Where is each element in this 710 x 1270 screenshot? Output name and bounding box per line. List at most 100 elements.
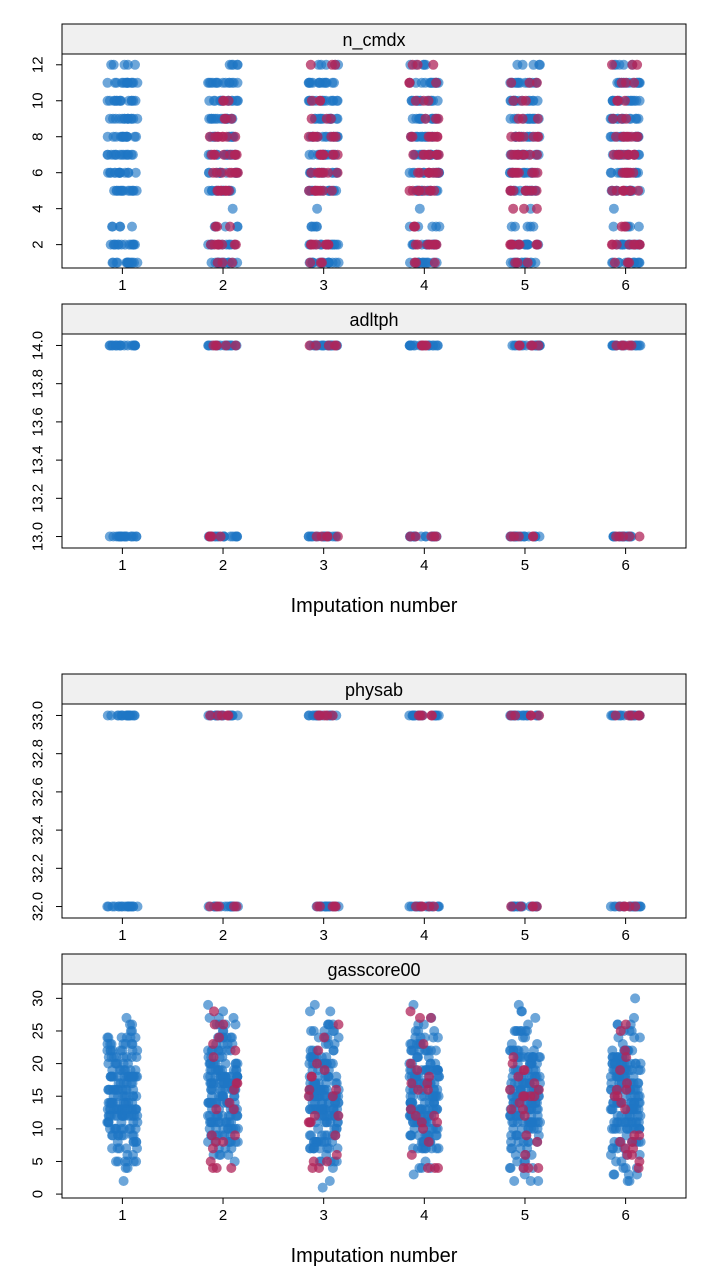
observed-point	[307, 77, 318, 88]
imputed-point	[230, 1130, 240, 1141]
observed-point	[411, 113, 422, 124]
y-tick-label: 15	[30, 1088, 47, 1105]
observed-point	[129, 131, 140, 142]
imputed-point	[531, 901, 542, 912]
observed-point	[223, 1078, 233, 1089]
imputed-point	[431, 77, 442, 88]
imputed-point	[218, 1019, 229, 1030]
imputed-point	[510, 710, 521, 721]
observed-point	[332, 95, 342, 106]
imputed-point	[222, 710, 233, 721]
observed-point	[111, 1156, 121, 1167]
observed-point	[432, 1071, 443, 1082]
imputed-point	[532, 1136, 543, 1147]
imputed-point	[322, 531, 332, 542]
imputed-point	[631, 131, 642, 142]
observed-point	[227, 203, 238, 214]
imputed-point	[314, 1163, 324, 1173]
imputed-point	[423, 1163, 433, 1173]
imputed-point	[505, 531, 516, 542]
observed-point	[509, 1176, 520, 1186]
imputed-point	[330, 1130, 341, 1141]
x-tick-label: 4	[420, 557, 428, 574]
observed-point	[131, 1091, 142, 1102]
observed-point	[117, 1091, 128, 1102]
observed-point	[217, 1052, 228, 1063]
imputed-point	[306, 239, 316, 250]
imputed-point	[208, 1052, 219, 1063]
x-tick-label: 2	[219, 557, 227, 574]
observed-point	[634, 1032, 645, 1043]
observed-point	[530, 1012, 541, 1023]
imputed-point	[510, 131, 521, 142]
y-tick-label: 5	[30, 1157, 47, 1165]
imputed-point	[624, 531, 635, 542]
observed-point	[527, 1052, 538, 1063]
imputed-point	[410, 221, 421, 232]
imputed-point	[611, 340, 622, 351]
observed-point	[606, 1104, 617, 1115]
imputed-point	[215, 531, 226, 542]
imputed-point	[431, 149, 442, 160]
imputed-point	[418, 95, 429, 106]
imputed-point	[524, 77, 535, 88]
observed-point	[434, 221, 445, 232]
observed-point	[510, 221, 520, 232]
imputed-point	[413, 710, 424, 721]
imputed-point	[409, 257, 420, 268]
imputed-point	[322, 1156, 332, 1167]
observed-point	[102, 77, 113, 88]
observed-point	[405, 340, 416, 351]
observed-point	[533, 1176, 544, 1186]
observed-point	[232, 59, 243, 70]
imputed-point	[532, 167, 543, 178]
y-tick-label: 30	[30, 990, 47, 1007]
imputed-point	[212, 221, 223, 232]
y-tick-label: 32.4	[30, 816, 47, 845]
panel-frame	[61, 53, 687, 269]
panel-title: gasscore00	[327, 960, 420, 980]
imputed-point	[508, 95, 519, 106]
imputed-point	[230, 340, 241, 351]
imputed-point	[412, 59, 423, 70]
imputed-point	[315, 710, 326, 721]
imputed-point	[406, 1078, 417, 1089]
observed-point	[321, 77, 332, 88]
x-tick-label: 3	[320, 557, 328, 574]
imputed-point	[404, 185, 415, 196]
observed-point	[306, 221, 317, 232]
imputed-point	[212, 131, 223, 142]
imputed-point	[532, 113, 543, 124]
imputed-point	[211, 1104, 222, 1115]
imputed-point	[305, 257, 316, 268]
imputed-point	[315, 95, 326, 106]
y-tick-label: 32.2	[30, 854, 47, 883]
observed-point	[624, 1065, 635, 1076]
observed-point	[103, 167, 113, 178]
x-tick-label: 3	[320, 277, 328, 294]
imputed-point	[327, 901, 338, 912]
imputed-point	[428, 901, 439, 912]
observed-point	[205, 1097, 216, 1108]
observed-point	[608, 203, 619, 214]
imputed-point	[332, 149, 343, 160]
observed-point	[113, 239, 124, 250]
x-tick-label: 3	[320, 1207, 328, 1224]
imputed-point	[522, 257, 533, 268]
imputed-point	[405, 1058, 416, 1069]
observed-point	[512, 1156, 523, 1167]
imputed-point	[306, 113, 317, 124]
imputed-point	[228, 1104, 239, 1115]
observed-point	[323, 1019, 334, 1030]
imputed-point	[517, 95, 528, 106]
imputed-point	[229, 239, 240, 250]
observed-point	[102, 131, 113, 142]
imputed-point	[218, 1136, 229, 1147]
imputed-point	[333, 1110, 344, 1121]
observed-point	[634, 257, 644, 268]
observed-point	[635, 1058, 646, 1069]
observed-point	[230, 1019, 241, 1030]
imputed-point	[206, 1130, 217, 1141]
x-tick-label: 2	[219, 927, 227, 944]
observed-point	[123, 149, 134, 160]
